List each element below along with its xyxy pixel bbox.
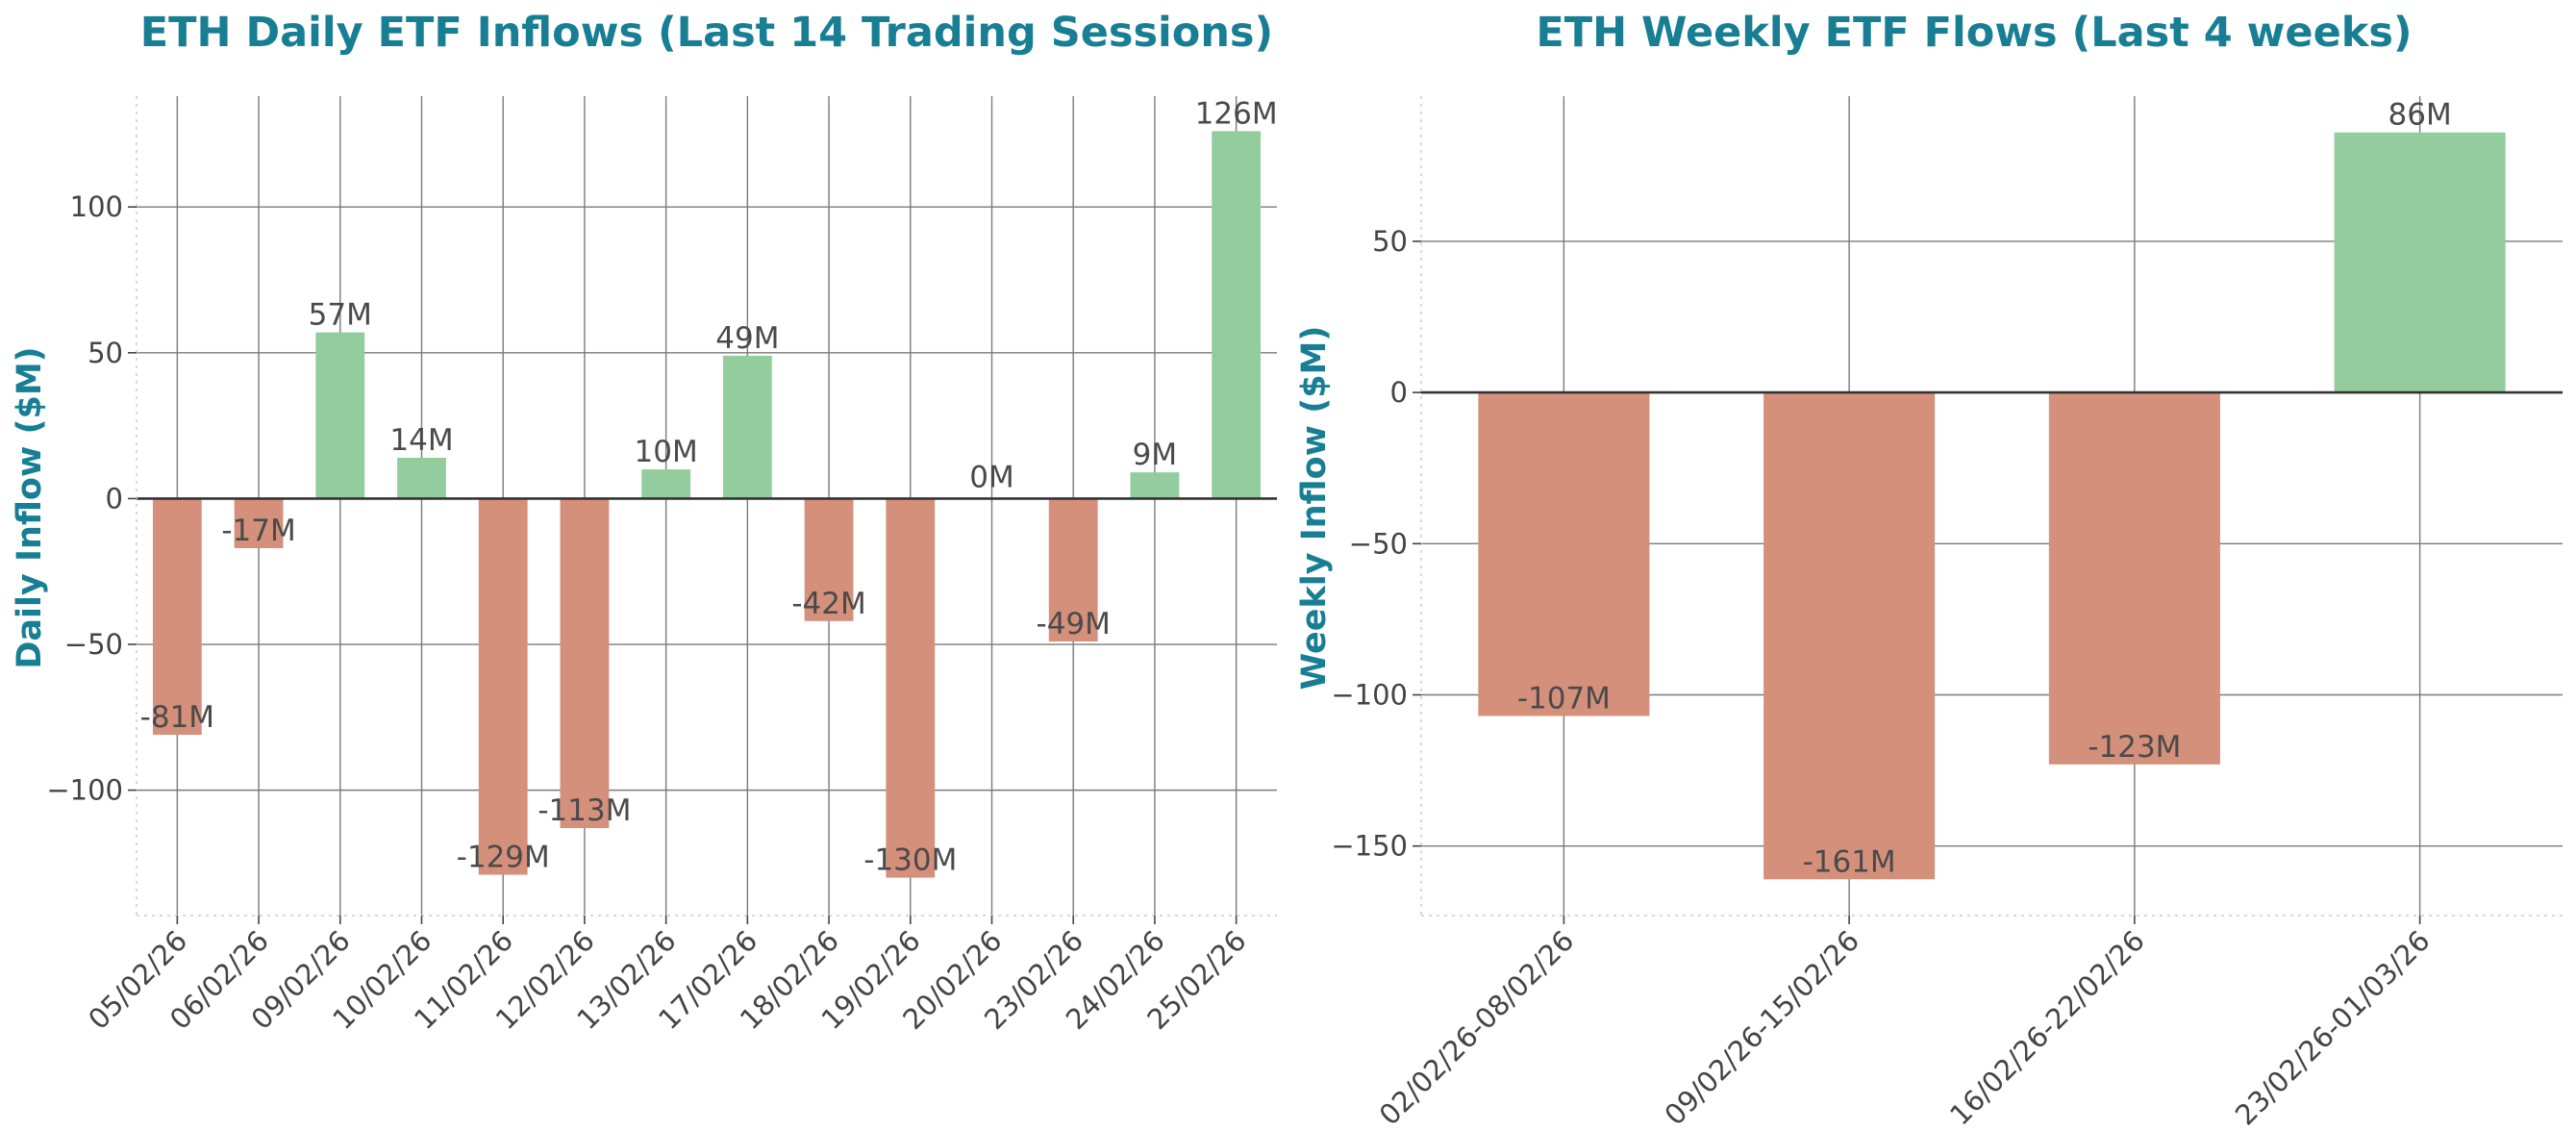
weekly-y-tick-label: 0 (1390, 376, 1408, 409)
daily-data-label: 14M (389, 423, 453, 458)
weekly-x-tick-label: 16/02/26-22/02/26 (1943, 924, 2151, 1131)
weekly-bar-02/02/26-08/02/26 (1478, 392, 1650, 716)
daily-chart-plot-area: −100−5005010005/02/2606/02/2609/02/2610/… (46, 96, 1278, 1036)
daily-data-label: 10M (635, 435, 698, 469)
daily-chart-y-axis-label: Daily Inflow ($M) (11, 346, 49, 668)
daily-bar-09/02/26 (315, 332, 365, 499)
weekly-x-tick-label: 23/02/26-01/03/26 (2229, 924, 2437, 1131)
weekly-x-tick-label: 09/02/26-15/02/26 (1658, 924, 1865, 1131)
weekly-data-label: -161M (1803, 844, 1896, 879)
daily-data-label: -42M (791, 587, 865, 621)
daily-bar-10/02/26 (397, 457, 446, 499)
daily-y-tick-label: 50 (88, 337, 123, 369)
weekly-flow-chart: ETH Weekly ETF Flows (Last 4 weeks) Week… (1295, 9, 2563, 1131)
daily-data-label: 9M (1133, 438, 1177, 472)
weekly-data-label: -107M (1517, 682, 1611, 716)
weekly-y-tick-label: −100 (1331, 678, 1408, 711)
daily-bar-18/02/26 (804, 498, 854, 621)
daily-y-tick-label: −50 (64, 628, 123, 661)
daily-data-label: -81M (140, 700, 214, 735)
daily-data-label: 57M (309, 298, 372, 333)
daily-bar-24/02/26 (1130, 472, 1180, 499)
weekly-y-tick-label: −150 (1331, 830, 1408, 863)
daily-data-label: -113M (538, 793, 631, 828)
daily-inflow-chart: ETH Daily ETF Inflows (Last 14 Trading S… (11, 9, 1278, 1036)
daily-bar-06/02/26 (234, 498, 284, 548)
daily-y-tick-label: 100 (70, 190, 123, 223)
daily-bar-19/02/26 (886, 498, 936, 878)
daily-bar-13/02/26 (641, 469, 691, 499)
daily-bar-23/02/26 (1048, 498, 1098, 641)
weekly-chart-title: ETH Weekly ETF Flows (Last 4 weeks) (1536, 9, 2412, 57)
daily-data-label: 0M (969, 460, 1013, 494)
weekly-bar-16/02/26-22/02/26 (2048, 392, 2220, 765)
daily-data-label: 126M (1195, 96, 1278, 131)
daily-bar-12/02/26 (560, 498, 610, 829)
daily-data-label: -130M (863, 843, 957, 878)
daily-bar-25/02/26 (1212, 131, 1262, 499)
daily-data-label: -129M (457, 841, 550, 875)
weekly-bar-23/02/26-01/03/26 (2334, 132, 2506, 393)
weekly-y-tick-label: 50 (1372, 225, 1408, 258)
daily-data-label: 49M (715, 321, 779, 356)
weekly-bar-09/02/26-15/02/26 (1763, 392, 1936, 880)
daily-bar-11/02/26 (478, 498, 528, 875)
weekly-data-label: -123M (2088, 730, 2181, 765)
daily-data-label: -49M (1037, 607, 1111, 641)
daily-y-tick-label: −100 (46, 774, 123, 807)
daily-chart-title: ETH Daily ETF Inflows (Last 14 Trading S… (140, 9, 1273, 57)
daily-bar-17/02/26 (722, 355, 772, 499)
daily-data-label: -17M (221, 514, 295, 548)
weekly-y-tick-label: −50 (1349, 527, 1408, 560)
weekly-data-label: 86M (2388, 98, 2452, 133)
weekly-chart-y-axis-label: Weekly Inflow ($M) (1295, 326, 1334, 691)
weekly-chart-plot-area: −150 −100 −50 0 50 02/02/26-08/02/26 09/02/26-… (1331, 96, 2563, 1131)
weekly-x-tick-label: 02/02/26-08/02/26 (1373, 924, 1581, 1131)
daily-y-tick-label: 0 (106, 482, 123, 515)
daily-bar-05/02/26 (152, 498, 202, 736)
